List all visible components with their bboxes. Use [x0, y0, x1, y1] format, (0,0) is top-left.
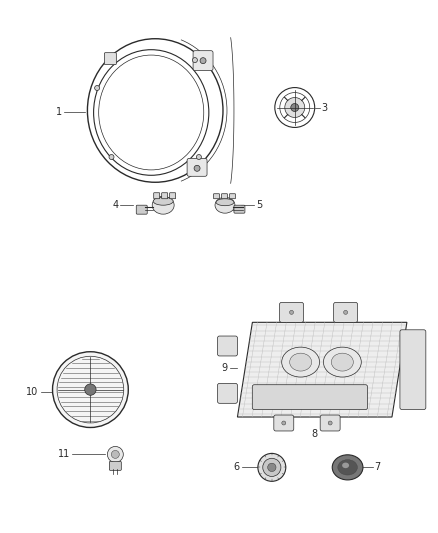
Circle shape: [258, 454, 286, 481]
Circle shape: [192, 58, 198, 62]
Text: 10: 10: [26, 386, 39, 397]
FancyBboxPatch shape: [187, 158, 207, 176]
Text: 1: 1: [57, 108, 63, 117]
Ellipse shape: [290, 353, 311, 371]
Polygon shape: [237, 322, 407, 417]
Circle shape: [282, 421, 286, 425]
FancyBboxPatch shape: [400, 330, 426, 409]
Ellipse shape: [332, 353, 353, 371]
FancyBboxPatch shape: [170, 193, 176, 199]
Circle shape: [53, 352, 128, 427]
Text: 9: 9: [222, 362, 228, 373]
Text: 6: 6: [234, 462, 240, 472]
Ellipse shape: [342, 463, 349, 468]
Ellipse shape: [282, 347, 320, 377]
Text: 5: 5: [256, 200, 262, 210]
FancyBboxPatch shape: [252, 385, 367, 409]
Circle shape: [285, 98, 305, 117]
FancyBboxPatch shape: [154, 193, 160, 199]
FancyBboxPatch shape: [234, 205, 245, 213]
Ellipse shape: [152, 196, 174, 214]
FancyBboxPatch shape: [279, 302, 304, 322]
Circle shape: [85, 384, 96, 395]
Circle shape: [263, 458, 281, 477]
FancyBboxPatch shape: [274, 415, 294, 431]
FancyBboxPatch shape: [193, 51, 213, 71]
Circle shape: [290, 310, 293, 314]
Text: 7: 7: [374, 462, 381, 472]
FancyBboxPatch shape: [230, 193, 236, 199]
Text: 3: 3: [321, 102, 328, 112]
FancyBboxPatch shape: [334, 302, 357, 322]
Circle shape: [196, 155, 201, 159]
FancyBboxPatch shape: [218, 383, 237, 403]
Text: 4: 4: [112, 200, 118, 210]
Ellipse shape: [323, 347, 361, 377]
Circle shape: [95, 85, 99, 91]
Ellipse shape: [338, 459, 357, 475]
FancyBboxPatch shape: [136, 205, 147, 214]
Circle shape: [200, 58, 206, 63]
Circle shape: [111, 450, 119, 458]
Circle shape: [343, 310, 348, 314]
FancyBboxPatch shape: [110, 462, 121, 470]
Circle shape: [268, 463, 276, 472]
FancyBboxPatch shape: [218, 336, 237, 356]
FancyBboxPatch shape: [320, 415, 340, 431]
Circle shape: [107, 447, 124, 462]
Circle shape: [109, 155, 114, 159]
Circle shape: [328, 421, 332, 425]
Ellipse shape: [332, 455, 363, 480]
FancyBboxPatch shape: [104, 53, 117, 64]
Ellipse shape: [215, 197, 235, 213]
Ellipse shape: [216, 199, 234, 206]
Text: 8: 8: [311, 430, 318, 440]
FancyBboxPatch shape: [222, 193, 227, 199]
Circle shape: [194, 165, 200, 171]
FancyBboxPatch shape: [162, 193, 168, 199]
Text: 11: 11: [58, 449, 71, 459]
FancyBboxPatch shape: [213, 193, 219, 199]
Circle shape: [291, 103, 299, 111]
Ellipse shape: [153, 197, 173, 205]
